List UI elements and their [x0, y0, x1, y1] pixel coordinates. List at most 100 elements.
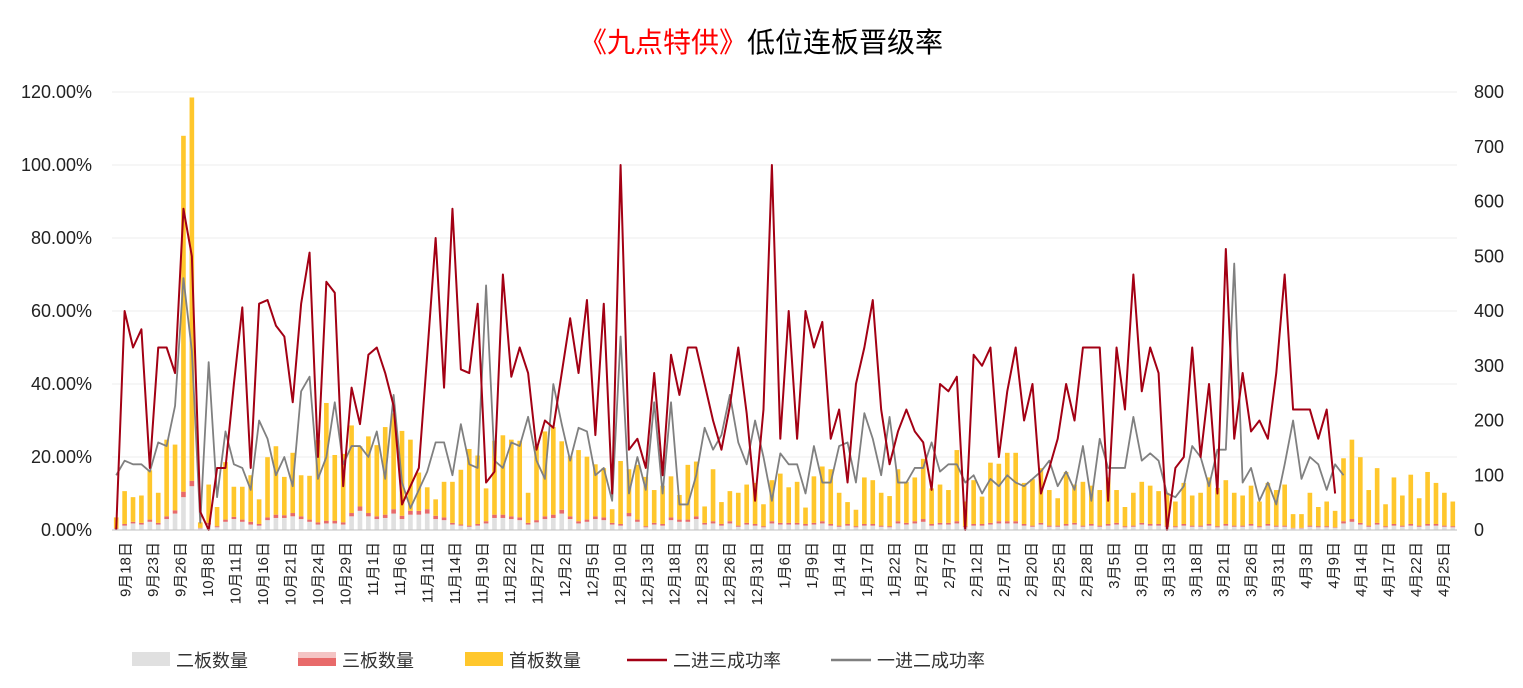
bar-second-board [1341, 523, 1346, 530]
bar-second-board [1173, 527, 1178, 530]
bar-third-board [1400, 525, 1405, 527]
bar-first-board [946, 490, 951, 523]
bar-second-board [1021, 525, 1027, 530]
x-tick-label: 3月10日 [1133, 542, 1150, 597]
bar-third-board [1383, 526, 1388, 528]
bar-first-board [870, 480, 876, 524]
bar-third-board [1366, 525, 1372, 527]
bar-first-board [887, 496, 892, 527]
bar-second-board [122, 525, 127, 530]
y-right-tick-label: 800 [1474, 82, 1504, 102]
bar-first-board [1030, 479, 1035, 526]
bar-third-board [769, 521, 775, 524]
bar-third-board [1097, 525, 1103, 527]
bar-second-board [332, 523, 338, 530]
bar-third-board [979, 523, 985, 526]
bar-second-board [601, 520, 607, 530]
x-tick-label: 3月26日 [1243, 542, 1260, 597]
bar-third-board [181, 491, 186, 498]
bar-third-board [1324, 526, 1330, 528]
bar-first-board [551, 427, 556, 515]
bar-third-board [1315, 526, 1321, 528]
bar-second-board [1089, 525, 1094, 530]
bar-first-board [172, 444, 178, 511]
bar-first-board [466, 448, 472, 526]
bar-first-board [593, 464, 598, 517]
bar-first-board [534, 446, 539, 521]
bar-second-board [534, 522, 539, 530]
x-tick-label: 4月17日 [1380, 542, 1397, 597]
bar-first-board [130, 497, 136, 522]
bar-third-board [929, 523, 934, 526]
bar-third-board [239, 519, 245, 522]
x-tick-label: 1月27日 [914, 542, 931, 597]
bar-third-board [1189, 525, 1195, 527]
bar-second-board [130, 523, 136, 530]
legend-swatch [465, 652, 503, 666]
bar-first-board [668, 476, 674, 518]
y-axis-left: 0.00% 20.00% 40.00% 60.00% 80.00% 100.00% 120.… [21, 82, 92, 540]
y-right-tick-label: 500 [1474, 246, 1504, 266]
bar-second-board [820, 523, 825, 530]
bar-first-board [492, 440, 497, 515]
bar-second-board [1416, 526, 1422, 530]
bar-second-board [366, 516, 371, 530]
x-tick-label: 10月29日 [337, 542, 354, 605]
bar-first-board [693, 461, 699, 517]
x-tick-label: 11月11日 [420, 542, 437, 603]
bar-second-board [761, 527, 766, 530]
bar-third-board [988, 522, 993, 525]
bar-first-board [1257, 501, 1262, 527]
bar-first-board [937, 484, 943, 523]
bar-first-board [702, 506, 707, 523]
bar-first-board [239, 486, 245, 520]
bar-second-board [1004, 523, 1010, 530]
bar-third-board [340, 522, 346, 525]
bar-second-board [559, 513, 565, 530]
bar-third-board [727, 521, 733, 524]
bar-third-board [1248, 523, 1254, 526]
bar-first-board [1324, 501, 1330, 527]
bar-first-board [525, 492, 531, 523]
bar-third-board [1072, 522, 1077, 525]
bar-second-board [1038, 524, 1044, 530]
bar-first-board [744, 484, 749, 523]
x-tick-label: 10月16日 [255, 542, 272, 605]
line-2to3-success-rate [115, 164, 1337, 531]
bar-third-board [466, 525, 472, 527]
bar-second-board [248, 524, 254, 530]
bar-first-board [391, 413, 396, 510]
bar-second-board [164, 519, 169, 530]
x-tick-label: 11月1日 [365, 542, 382, 596]
bar-third-board [576, 521, 581, 524]
bar-first-board [155, 492, 161, 523]
bar-first-board [1038, 468, 1044, 523]
bar-first-board [1139, 481, 1145, 523]
bar-third-board [1341, 521, 1346, 524]
bar-second-board [1433, 525, 1439, 530]
bar-second-board [458, 525, 464, 530]
bar-second-board [1450, 527, 1456, 530]
bar-second-board [1131, 526, 1136, 530]
bar-second-board [1181, 525, 1187, 530]
bar-second-board [1097, 526, 1103, 530]
bar-third-board [761, 526, 766, 528]
bar-third-board [1240, 525, 1245, 527]
x-tick-label: 2月25日 [1051, 542, 1068, 597]
bar-third-board [1265, 523, 1271, 526]
legend-label: 首板数量 [509, 651, 581, 671]
bar-third-board [878, 525, 884, 527]
bar-second-board [635, 521, 640, 530]
bar-third-board [904, 522, 909, 525]
bar-first-board [811, 476, 817, 523]
bar-second-board [357, 510, 363, 530]
line-series [115, 164, 1345, 531]
bar-first-board [1231, 492, 1237, 526]
bar-second-board [492, 517, 497, 530]
bar-second-board [727, 523, 733, 530]
bar-second-board [298, 519, 304, 530]
bar-third-board [542, 516, 548, 520]
bar-second-board [181, 497, 186, 530]
bar-second-board [988, 524, 993, 530]
